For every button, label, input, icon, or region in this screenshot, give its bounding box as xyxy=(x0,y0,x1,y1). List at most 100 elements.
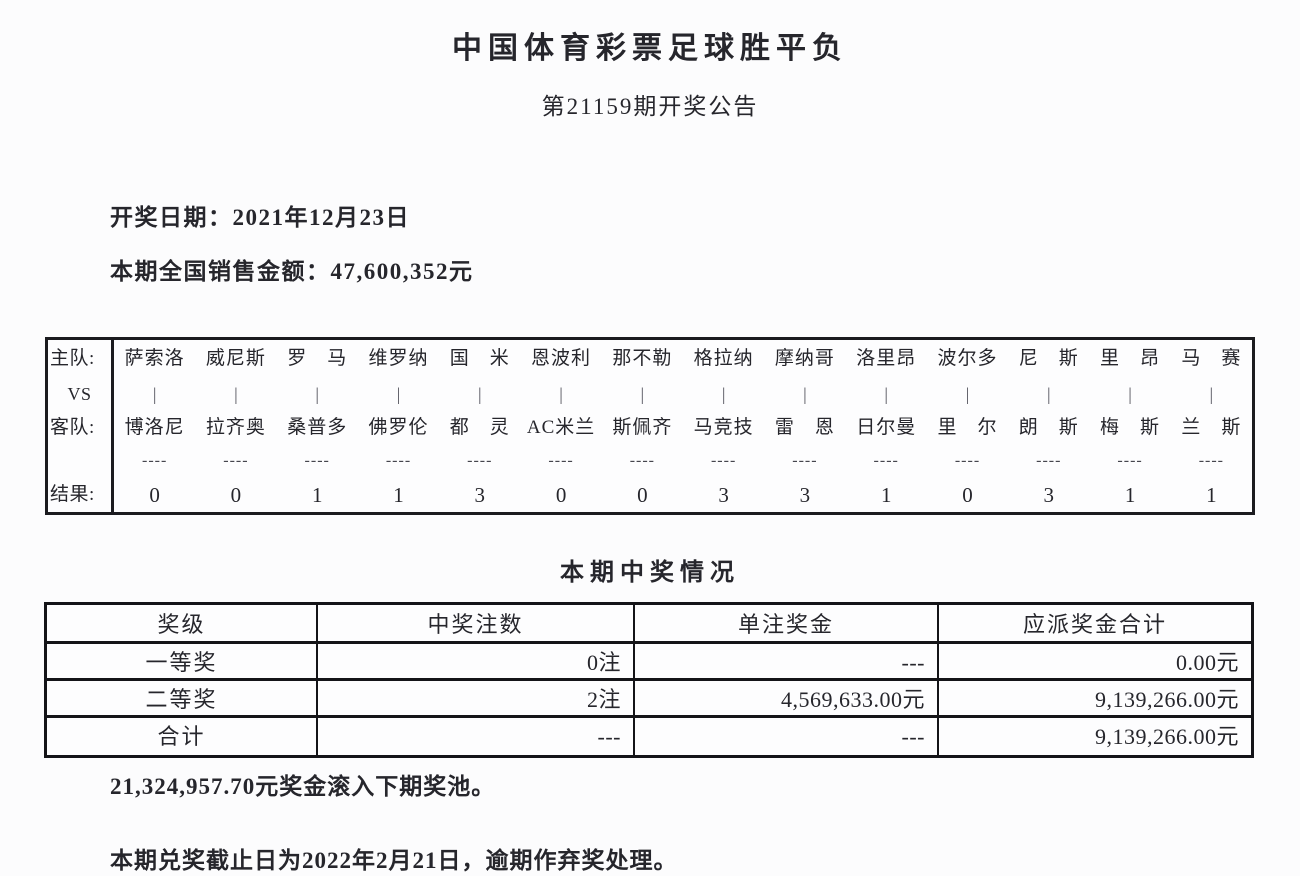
dashes: ---- xyxy=(223,452,249,469)
away-team: 兰 斯 xyxy=(1181,417,1242,438)
home-team: 维罗纳 xyxy=(368,348,429,369)
vs-separator: | xyxy=(315,384,319,404)
away-team: 斯佩齐 xyxy=(612,417,673,438)
home-team: 马 赛 xyxy=(1181,348,1242,369)
dashes: ---- xyxy=(467,452,493,469)
home-team: 萨索洛 xyxy=(124,348,185,369)
match-results-table: 主队: VS 客队: 结果: 萨索洛 | 博洛尼 ---- 0 威尼斯 | 拉齐… xyxy=(45,337,1255,515)
match-column: 维罗纳 | 佛罗伦 ---- 1 xyxy=(358,340,439,512)
away-team: 朗 斯 xyxy=(1018,417,1079,438)
dashes: ---- xyxy=(954,452,981,469)
match-result: 1 xyxy=(311,483,323,507)
vs-separator: | xyxy=(721,384,726,404)
match-column: 恩波利 | AC米兰 ---- 0 xyxy=(520,340,601,512)
match-column: 威尼斯 | 拉齐奥 ---- 0 xyxy=(195,340,276,512)
page-subtitle: 第21159期开奖公告 xyxy=(541,94,759,119)
match-column: 波尔多 | 里 尔 ---- 0 xyxy=(927,340,1008,512)
prize-header-single: 单注奖金 xyxy=(635,605,939,644)
home-team: 恩波利 xyxy=(531,348,592,369)
match-result: 3 xyxy=(1043,483,1055,507)
match-column: 里 昂 | 梅 斯 ---- 1 xyxy=(1089,340,1170,512)
match-column: 国 米 | 都 灵 ---- 3 xyxy=(439,340,520,512)
draw-date-line: 开奖日期：2021年12月23日 xyxy=(110,205,410,230)
prize-count: 2注 xyxy=(318,681,635,718)
vs-separator: | xyxy=(965,384,970,404)
match-result: 0 xyxy=(230,483,242,507)
prize-total-amount: 9,139,266.00元 xyxy=(1094,724,1239,749)
home-team: 威尼斯 xyxy=(205,348,266,369)
vs-separator: | xyxy=(640,384,645,404)
prize-section-heading: 本期中奖情况 xyxy=(560,560,740,586)
home-team: 里 昂 xyxy=(1100,348,1161,369)
home-team: 罗 马 xyxy=(287,348,348,369)
vs-separator: | xyxy=(234,384,238,404)
match-column: 洛里昂 | 日尔曼 ---- 1 xyxy=(846,340,927,512)
dashes: ---- xyxy=(385,452,412,469)
dashes: ---- xyxy=(1036,452,1062,469)
match-result: 0 xyxy=(555,483,567,507)
match-result: 0 xyxy=(962,483,973,507)
match-result: 3 xyxy=(718,483,729,507)
vs-separator: | xyxy=(803,384,807,404)
away-team: 桑普多 xyxy=(287,417,348,438)
away-team: 博洛尼 xyxy=(124,417,185,438)
vs-separator: | xyxy=(884,384,888,404)
away-team: 马竞技 xyxy=(693,417,754,438)
match-result: 1 xyxy=(1206,483,1217,507)
home-team: 洛里昂 xyxy=(856,348,917,369)
vs-separator: | xyxy=(1128,384,1132,404)
away-team: 都 灵 xyxy=(449,417,510,438)
match-column: 尼 斯 | 朗 斯 ---- 3 xyxy=(1008,340,1089,512)
home-team: 国 米 xyxy=(449,348,510,369)
vs-separator: | xyxy=(396,384,401,404)
dashes: ---- xyxy=(1117,452,1143,469)
result-row-label: 结果: xyxy=(50,484,95,505)
prize-count: 0注 xyxy=(318,644,635,681)
vs-separator: | xyxy=(1046,384,1051,404)
sales-amount-line: 本期全国销售金额：47,600,352元 xyxy=(110,259,474,284)
away-team: 日尔曼 xyxy=(856,417,917,438)
dashes: ---- xyxy=(873,452,899,469)
away-team: 拉齐奥 xyxy=(205,417,266,438)
match-result: 0 xyxy=(149,483,160,507)
match-column: 格拉纳 | 马竞技 ---- 3 xyxy=(683,340,764,512)
page-title: 中国体育彩票足球胜平负 xyxy=(452,32,848,65)
vs-separator: | xyxy=(559,384,563,404)
dashes: ---- xyxy=(304,452,330,469)
prize-table: 奖级 中奖注数 单注奖金 应派奖金合计 一等奖 0注 --- 0.00元 二等奖… xyxy=(44,602,1254,758)
match-result: 3 xyxy=(799,483,811,507)
prize-total-amount: 0.00元 xyxy=(939,644,1251,681)
away-team: AC米兰 xyxy=(526,417,596,438)
dashes: ---- xyxy=(548,452,574,469)
match-column: 罗 马 | 桑普多 ---- 1 xyxy=(277,340,358,512)
vs-separator: | xyxy=(477,384,482,404)
match-result: 1 xyxy=(880,483,892,507)
prize-header-total: 应派奖金合计 xyxy=(939,605,1251,644)
prize-count: --- xyxy=(318,718,635,755)
vs-row-label: VS xyxy=(67,384,92,404)
prize-header-level: 奖级 xyxy=(47,605,318,644)
prize-level: 合计 xyxy=(47,718,318,755)
dashes: ---- xyxy=(141,452,168,469)
home-team: 那不勒 xyxy=(612,348,673,369)
match-column: 摩纳哥 | 雷 恩 ---- 3 xyxy=(764,340,845,512)
match-column: 萨索洛 | 博洛尼 ---- 0 xyxy=(114,340,195,512)
dashes: ---- xyxy=(710,452,737,469)
match-column: 马 赛 | 兰 斯 ---- 1 xyxy=(1171,340,1252,512)
match-result: 3 xyxy=(474,483,486,507)
prize-level: 二等奖 xyxy=(47,681,318,718)
away-team: 佛罗伦 xyxy=(368,417,429,438)
dashes: ---- xyxy=(792,452,818,469)
prize-single-amount: 4,569,633.00元 xyxy=(635,681,939,718)
home-team: 尼 斯 xyxy=(1018,348,1079,369)
away-row-label: 客队: xyxy=(50,417,95,438)
prize-level: 一等奖 xyxy=(47,644,318,681)
away-team: 雷 恩 xyxy=(774,417,835,438)
home-team: 格拉纳 xyxy=(693,348,754,369)
vs-separator: | xyxy=(1209,384,1214,404)
away-team: 梅 斯 xyxy=(1100,417,1161,438)
away-team: 里 尔 xyxy=(937,417,998,438)
row-labels-column: 主队: VS 客队: 结果: xyxy=(48,340,114,512)
home-team: 波尔多 xyxy=(937,348,998,369)
